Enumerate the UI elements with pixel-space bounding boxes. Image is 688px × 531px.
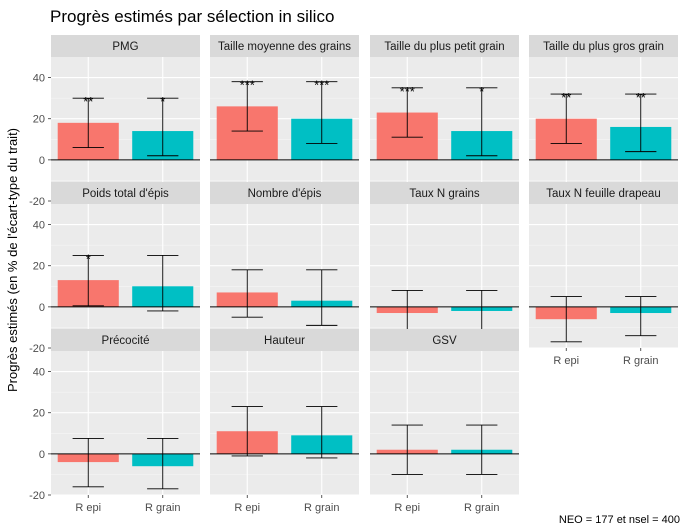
x-tick-label: R grain — [145, 502, 180, 514]
panel-background — [51, 204, 200, 348]
facet-label: Taille du plus petit grain — [384, 41, 504, 53]
facet-strip — [370, 35, 519, 57]
panel-background — [529, 204, 678, 348]
significance-label: * — [86, 251, 91, 266]
y-tick-label: 0 — [39, 302, 45, 314]
facet-strip — [210, 35, 359, 57]
y-tick-label: 20 — [33, 261, 45, 273]
facet-label: GSV — [432, 335, 457, 347]
facet-panel: Poids total d'épis * -20 0 20 40 — [29, 182, 200, 355]
facet-strip — [210, 182, 359, 204]
facet-strip — [370, 182, 519, 204]
caption: NEO = 177 et nsel = 400 — [559, 514, 680, 526]
chart-title: Progrès estimés par sélection in silico — [50, 7, 334, 26]
significance-label: ** — [636, 90, 646, 105]
significance-label: * — [479, 84, 484, 99]
y-tick-label: 0 — [39, 449, 45, 461]
significance-label: *** — [314, 78, 329, 93]
facet-panel: Taux N grains — [370, 182, 519, 349]
x-tick-label: R epi — [394, 502, 420, 514]
x-tick-label: R grain — [304, 502, 339, 514]
y-tick-label: 40 — [33, 367, 45, 379]
facet-panel: Nombre d'épis — [210, 182, 359, 349]
x-tick-label: R epi — [234, 502, 260, 514]
y-tick-label: 40 — [33, 73, 45, 85]
y-tick-label: 40 — [33, 220, 45, 232]
facet-label: Taux N grains — [409, 188, 480, 200]
facet-panel: Taux N feuille drapeau R epi R grain — [529, 182, 678, 367]
significance-label: *** — [400, 84, 415, 99]
facet-label: Nombre d'épis — [248, 188, 322, 200]
facet-panel: Taille du plus gros grain ** ** — [529, 35, 678, 202]
panel-background — [370, 204, 519, 348]
x-tick-label: R grain — [464, 502, 499, 514]
facet-label: Précocité — [102, 335, 150, 347]
facet-strip — [210, 329, 359, 351]
y-tick-label: 20 — [33, 408, 45, 420]
facet-panel: Hauteur R epi R grain — [210, 329, 359, 514]
significance-label: ** — [83, 94, 93, 109]
significance-label: * — [160, 94, 165, 109]
facet-strip — [51, 182, 200, 204]
y-tick-label: -20 — [29, 490, 45, 502]
panel-background — [210, 351, 359, 495]
facet-label: Hauteur — [264, 335, 305, 347]
facet-strip — [51, 35, 200, 57]
facet-label: Poids total d'épis — [82, 188, 169, 200]
panel-background — [370, 351, 519, 495]
facet-label: Taille moyenne des grains — [218, 41, 351, 53]
y-tick-label: -20 — [29, 196, 45, 208]
y-tick-label: 0 — [39, 155, 45, 167]
significance-label: ** — [561, 90, 571, 105]
facet-strip — [529, 35, 678, 57]
facet-label: PMG — [112, 41, 138, 53]
facet-strip — [51, 329, 200, 351]
y-tick-label: 20 — [33, 114, 45, 126]
facet-label: Taille du plus gros grain — [543, 41, 664, 53]
facet-panel: GSV R epi R grain — [370, 329, 519, 514]
panel-background — [51, 351, 200, 495]
y-axis-title: Progrès estimés (en % de l'écart-type du… — [5, 128, 20, 392]
facet-strip — [529, 182, 678, 204]
x-tick-label: R epi — [75, 502, 101, 514]
facet-panel: Taille moyenne des grains *** *** — [210, 35, 359, 202]
facet-label: Taux N feuille drapeau — [546, 188, 660, 200]
significance-label: *** — [240, 78, 255, 93]
x-tick-label: R epi — [553, 355, 579, 367]
facet-strip — [370, 329, 519, 351]
y-tick-label: -20 — [29, 343, 45, 355]
panel-background — [210, 204, 359, 348]
facet-panel: Précocité -20 0 20 40 R epi R grain — [29, 329, 200, 514]
x-tick-label: R grain — [623, 355, 658, 367]
facet-panel: Taille du plus petit grain*** * — [370, 35, 519, 202]
